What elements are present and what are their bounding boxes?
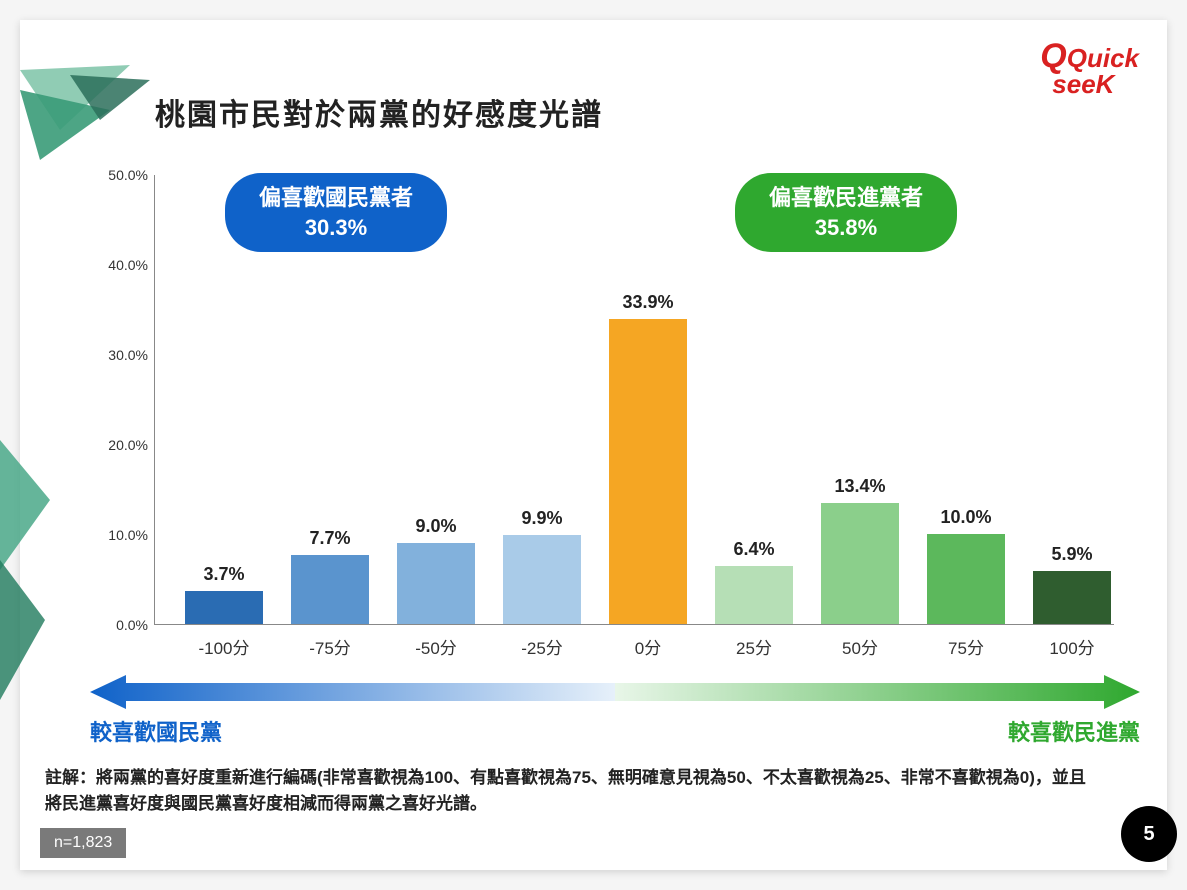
footnote: 註解：將兩黨的喜好度重新進行編碼(非常喜歡視為100、有點喜歡視為75、無明確意… xyxy=(45,765,1097,816)
bar-value: 9.9% xyxy=(521,508,562,529)
x-label: -50分 xyxy=(415,634,457,659)
badge-dpp-text: 偏喜歡民進黨者 xyxy=(769,183,923,213)
bar: 33.9% xyxy=(609,319,687,624)
x-label: 25分 xyxy=(736,634,772,659)
bar: 3.7% xyxy=(185,591,263,624)
x-label: -25分 xyxy=(521,634,563,659)
plot-area: 偏喜歡國民黨者 30.3% 偏喜歡民進黨者 35.8% 3.7%-100分7.7… xyxy=(154,175,1114,625)
bar-value: 10.0% xyxy=(940,507,991,528)
logo: QQuick seeK xyxy=(1040,40,1139,97)
y-axis: 0.0%10.0%20.0%30.0%40.0%50.0% xyxy=(90,175,154,625)
arrow-left xyxy=(90,675,615,709)
x-label: 75分 xyxy=(948,634,984,659)
y-tick: 50.0% xyxy=(108,167,148,183)
y-tick: 10.0% xyxy=(108,527,148,543)
y-tick: 20.0% xyxy=(108,437,148,453)
bar-value: 33.9% xyxy=(622,292,673,313)
corner-decoration xyxy=(20,20,160,180)
y-tick: 40.0% xyxy=(108,257,148,273)
arrow-right xyxy=(615,675,1140,709)
bar: 13.4% xyxy=(821,503,899,624)
y-tick: 30.0% xyxy=(108,347,148,363)
bar: 7.7% xyxy=(291,555,369,624)
badge-kmt: 偏喜歡國民黨者 30.3% xyxy=(225,173,447,252)
page-number: 5 xyxy=(1121,806,1177,862)
sample-size: n=1,823 xyxy=(40,828,126,858)
arrow-labels: 較喜歡國民黨 較喜歡民進黨 xyxy=(90,715,1140,747)
x-label: 100分 xyxy=(1049,634,1094,659)
bar-value: 5.9% xyxy=(1051,544,1092,565)
bar: 10.0% xyxy=(927,534,1005,624)
x-label: 0分 xyxy=(635,634,661,659)
bar-value: 9.0% xyxy=(415,516,456,537)
x-label: -75分 xyxy=(309,634,351,659)
y-tick: 0.0% xyxy=(116,617,148,633)
slide: QQuick seeK 桃園市民對於兩黨的好感度光譜 0.0% 10.0% 20.0… xyxy=(20,20,1167,870)
bar-value: 6.4% xyxy=(733,539,774,560)
arrow-right-label: 較喜歡民進黨 xyxy=(1008,715,1140,747)
slide-title: 桃園市民對於兩黨的好感度光譜 xyxy=(155,90,603,134)
bar: 6.4% xyxy=(715,566,793,624)
x-label: 50分 xyxy=(842,634,878,659)
chart: 0.0%10.0%20.0%30.0%40.0%50.0% 偏喜歡國民黨者 30… xyxy=(90,175,1120,655)
spectrum-arrow xyxy=(90,675,1140,709)
bar: 9.0% xyxy=(397,543,475,624)
bar-value: 13.4% xyxy=(834,476,885,497)
x-label: -100分 xyxy=(198,634,249,659)
bar: 5.9% xyxy=(1033,571,1111,624)
badge-dpp: 偏喜歡民進黨者 35.8% xyxy=(735,173,957,252)
arrow-left-label: 較喜歡國民黨 xyxy=(90,715,222,747)
bar-value: 3.7% xyxy=(203,564,244,585)
badge-kmt-text: 偏喜歡國民黨者 xyxy=(259,183,413,213)
logo-line2: seeK xyxy=(1052,69,1114,99)
badge-dpp-pct: 35.8% xyxy=(769,213,923,243)
bar: 9.9% xyxy=(503,535,581,624)
bar-value: 7.7% xyxy=(309,528,350,549)
side-decoration xyxy=(0,440,50,700)
badge-kmt-pct: 30.3% xyxy=(259,213,413,243)
